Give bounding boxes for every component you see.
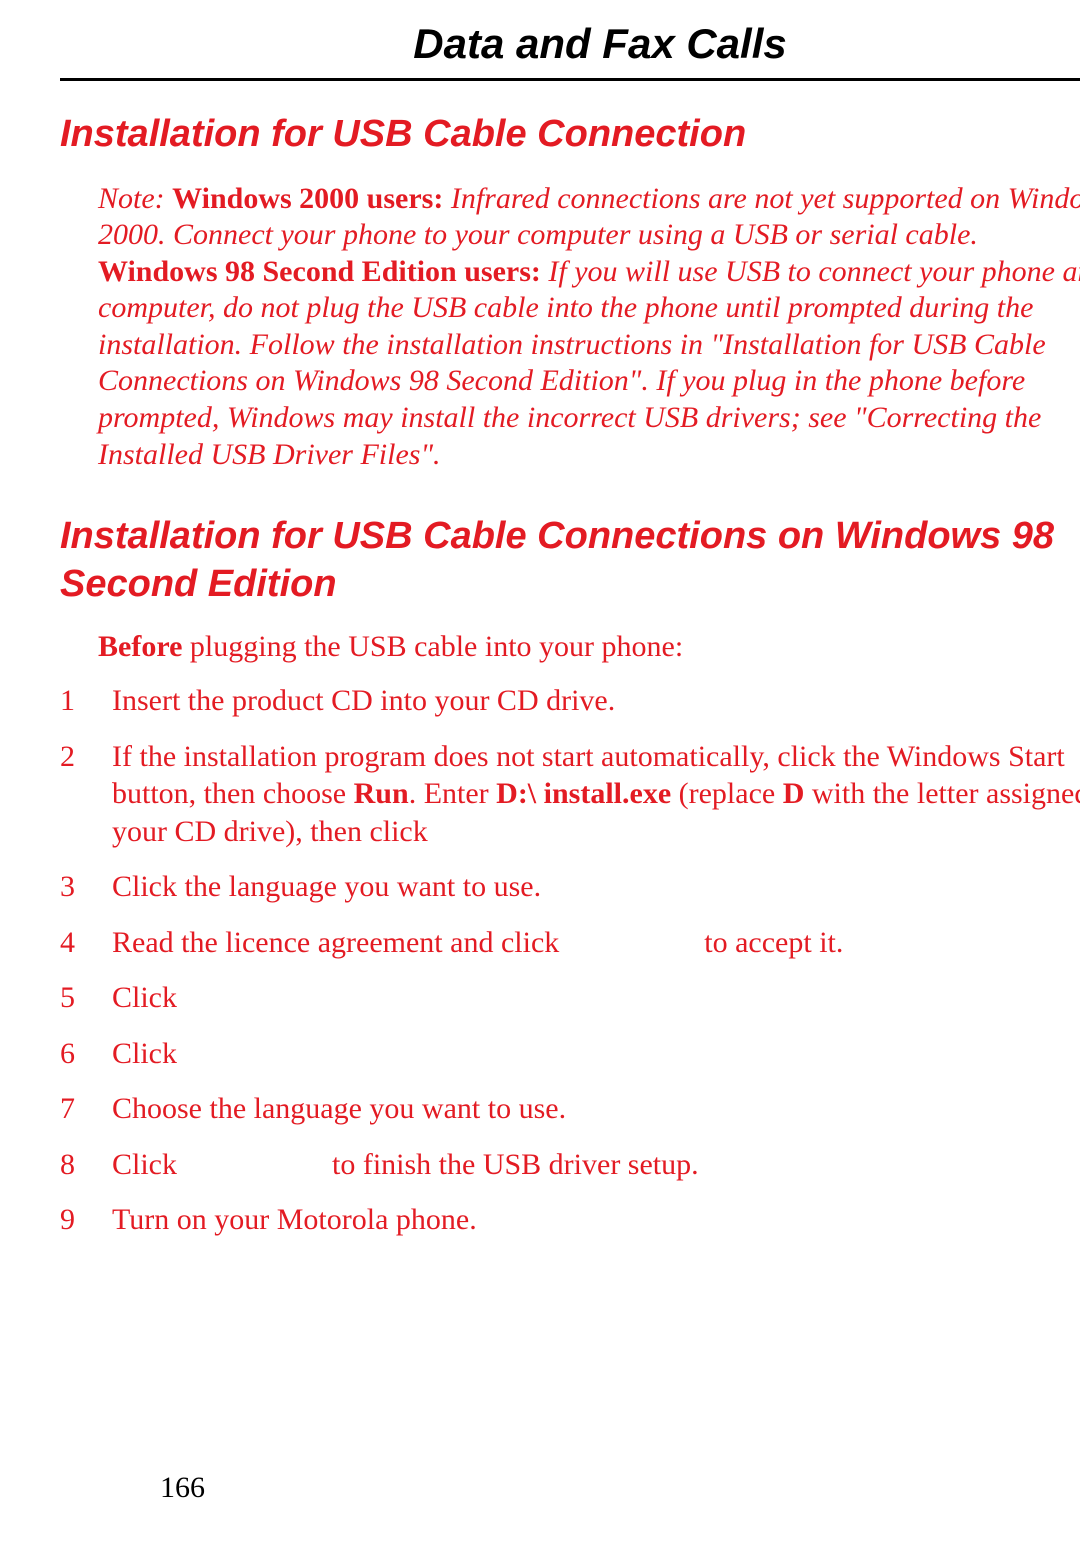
section-heading-1: Installation for USB Cable Connection (60, 111, 1080, 159)
step-text: Choose the language you want to use. (112, 1090, 1080, 1128)
note-win98-label: Windows 98 Second Edition users: (98, 255, 548, 288)
step-number: 1 (60, 682, 112, 720)
step-item: 7 Choose the language you want to use. (60, 1090, 1080, 1128)
step-number: 7 (60, 1090, 112, 1128)
step-number: 4 (60, 924, 112, 962)
page-number: 166 (160, 1471, 205, 1505)
step-item: 1 Insert the product CD into your CD dri… (60, 682, 1080, 720)
step-number: 8 (60, 1146, 112, 1184)
step-text: Turn on your Motorola phone. (112, 1201, 1080, 1239)
section-heading-2: Installation for USB Cable Connections o… (60, 513, 1080, 608)
note-block: Note: Windows 2000 users: Infrared conne… (98, 181, 1080, 474)
intro-rest: plugging the USB cable into your phone: (182, 630, 683, 663)
step-text: If the installation program does not sta… (112, 738, 1080, 851)
step-text: Click (112, 979, 1080, 1017)
step-text: Insert the product CD into your CD drive… (112, 682, 1080, 720)
step-number: 9 (60, 1201, 112, 1239)
step-list: 1 Insert the product CD into your CD dri… (60, 682, 1080, 1239)
step-item: 9 Turn on your Motorola phone. (60, 1201, 1080, 1239)
note-win2000-label: Windows 2000 users: (172, 182, 451, 215)
step-item: 5 Click (60, 979, 1080, 1017)
step-item: 8 Click to finish the USB driver setup. (60, 1146, 1080, 1184)
step-number: 5 (60, 979, 112, 1017)
step-text: Click (112, 1035, 1080, 1073)
note-prefix: Note: (98, 182, 172, 215)
step-text: Click to finish the USB driver setup. (112, 1146, 1080, 1184)
step-item: 6 Click (60, 1035, 1080, 1073)
step-number: 3 (60, 868, 112, 906)
step-number: 2 (60, 738, 112, 851)
step-item: 4 Read the licence agreement and click t… (60, 924, 1080, 962)
step-item: 3 Click the language you want to use. (60, 868, 1080, 906)
intro-bold: Before (98, 630, 182, 663)
intro-line: Before plugging the USB cable into your … (98, 630, 1080, 664)
step-item: 2 If the installation program does not s… (60, 738, 1080, 851)
step-text: Click the language you want to use. (112, 868, 1080, 906)
step-number: 6 (60, 1035, 112, 1073)
step-text: Read the licence agreement and click to … (112, 924, 1080, 962)
page-title: Data and Fax Calls (60, 20, 1080, 81)
